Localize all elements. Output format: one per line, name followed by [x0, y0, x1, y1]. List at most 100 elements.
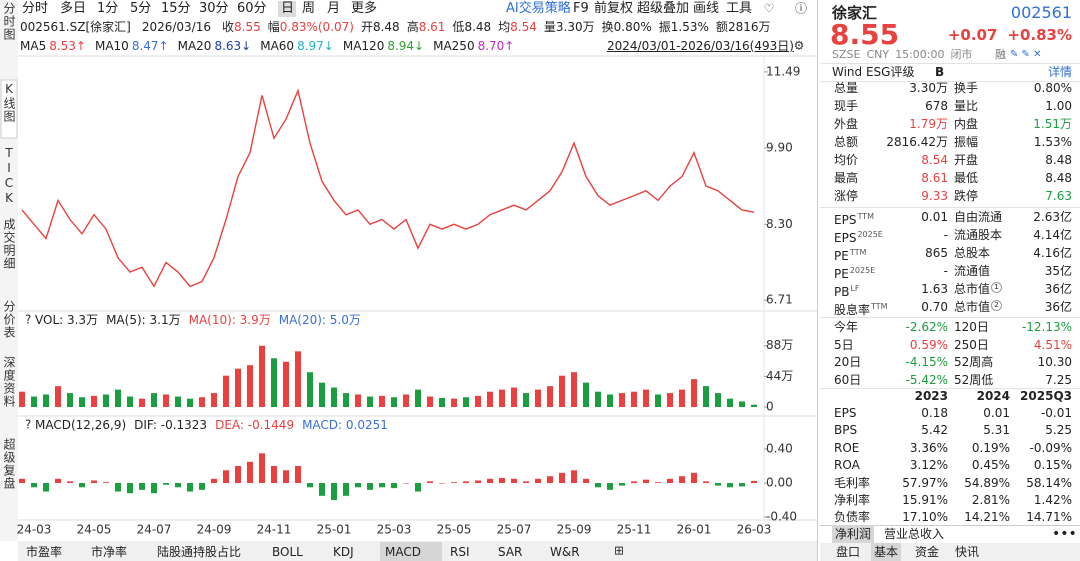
- tool-button[interactable]: 工具: [726, 1, 753, 16]
- field-label: 总市值 1: [954, 280, 1003, 298]
- period-button[interactable]: 1分: [97, 1, 119, 16]
- tool-button[interactable]: 画线: [693, 1, 720, 16]
- macd-bar: [235, 466, 241, 484]
- field-value: 2.63亿: [1033, 210, 1072, 224]
- macd-bar: [247, 461, 253, 484]
- indicator-tab[interactable]: RSI: [450, 545, 470, 559]
- tool-button[interactable]: AI交易策略: [506, 1, 571, 16]
- tool-button[interactable]: 超级叠加: [637, 1, 690, 16]
- field-value: -: [943, 264, 948, 278]
- pane-title: MACD(12,26,9): [35, 418, 127, 432]
- fin-value: 5.31: [983, 423, 1010, 438]
- macd-bar: [259, 453, 265, 484]
- tool-button[interactable]: F9: [573, 1, 589, 16]
- info-icon[interactable]: ⓘ: [795, 2, 807, 16]
- field-value: 8.48: [1045, 171, 1072, 185]
- esg-detail[interactable]: 详情: [1047, 65, 1072, 79]
- macd-bar: [499, 477, 505, 484]
- period-button[interactable]: 30分: [199, 1, 229, 16]
- market-time: 15:00:00: [895, 48, 945, 61]
- macd-bar: [295, 466, 301, 484]
- field-label: 自由流通: [954, 210, 1003, 224]
- pane-header: MACD(12,26,9) DIF: -0.1323 DEA: -0.1449 MAC…: [35, 416, 388, 434]
- quote-label: 收: [222, 20, 235, 34]
- date-range[interactable]: 2024/03/01-2026/03/16(493日): [607, 39, 794, 53]
- period-button[interactable]: 15分: [161, 1, 191, 16]
- period-return: 4.51%: [1033, 337, 1072, 352]
- side-tab[interactable]: K线图: [2, 82, 16, 123]
- panel-tab[interactable]: 基本: [871, 543, 902, 561]
- panel-tab[interactable]: 资金: [915, 545, 940, 559]
- volume-bar: [679, 389, 685, 407]
- period-label: 120日: [954, 320, 989, 334]
- indicator-tab[interactable]: 市盈率: [26, 545, 63, 559]
- macd-bar: [523, 481, 529, 484]
- side-tab[interactable]: 分价表: [2, 300, 16, 339]
- label-sup: TTM: [871, 302, 888, 311]
- macd-bar: [211, 478, 217, 484]
- period-button[interactable]: 多日: [60, 1, 87, 16]
- macd-bar: [391, 483, 397, 489]
- pane-indicator: MA(10): 3.9万: [188, 313, 271, 327]
- quote-label: 均: [498, 20, 511, 34]
- volume-bar: [523, 393, 529, 407]
- side-tab[interactable]: 深度资料: [2, 356, 16, 408]
- field-value: 865: [925, 246, 948, 260]
- panel-tab[interactable]: 盘口: [836, 545, 861, 559]
- field-label: 股息率TTM: [834, 302, 888, 317]
- indicator-tab[interactable]: KDJ: [333, 545, 354, 559]
- security-code: 002561.SZ[徐家汇]: [20, 20, 131, 34]
- period-button[interactable]: 分时: [22, 1, 49, 16]
- more-icon[interactable]: •••: [1052, 526, 1077, 542]
- tool-button[interactable]: 前复权: [594, 1, 634, 16]
- macd-bar: [19, 478, 25, 484]
- add-tab-icon[interactable]: ⊞: [614, 544, 624, 558]
- period-button[interactable]: 更多: [351, 1, 378, 16]
- favorite-icon[interactable]: ♡: [764, 2, 775, 16]
- period-button[interactable]: 60分: [237, 1, 267, 16]
- side-tab[interactable]: 成交明细: [2, 218, 16, 270]
- side-tab[interactable]: 分时图: [2, 2, 16, 41]
- change-pct: +0.83%: [1007, 26, 1072, 44]
- tool-icons[interactable]: ✎ ✎ ✕: [1010, 49, 1042, 60]
- indicator-tab[interactable]: 市净率: [91, 545, 128, 559]
- macd-bar: [583, 478, 589, 484]
- fin-value: 58.14%: [1026, 475, 1072, 490]
- indicator-tab[interactable]: SAR: [498, 545, 523, 559]
- volume-bar: [391, 397, 397, 407]
- indicator-tab[interactable]: BOLL: [272, 545, 303, 559]
- x-tick-label: 24-11: [257, 523, 292, 537]
- macd-bar: [283, 470, 289, 484]
- field-value: 8.54: [921, 153, 948, 167]
- x-tick-label: 25-11: [617, 523, 652, 537]
- quote-item: 幅0.83%(0.07): [268, 18, 354, 36]
- period-button[interactable]: 周: [302, 1, 316, 16]
- field-label: 总额: [834, 135, 859, 149]
- field-value: 8.48: [1045, 153, 1072, 167]
- side-tab[interactable]: 超级复盘: [2, 438, 16, 490]
- indicator-tab[interactable]: W&R: [550, 545, 580, 559]
- fin-tab[interactable]: 净利润: [832, 525, 875, 543]
- y-tick-label: -0.40: [766, 510, 797, 524]
- volume-bar: [439, 397, 445, 407]
- volume-bar: [631, 391, 637, 407]
- side-tab[interactable]: TICK: [2, 146, 16, 206]
- period-button[interactable]: 日: [281, 1, 295, 16]
- quote-item: 收8.55: [222, 18, 261, 36]
- label-sup: LF: [850, 284, 860, 293]
- indicator-tab[interactable]: 陆股通持股占比: [157, 545, 242, 559]
- fin-tab[interactable]: 营业总收入: [884, 527, 945, 541]
- fin-value: 2.81%: [971, 493, 1010, 507]
- macd-bar: [607, 483, 613, 490]
- fin-value: 14.21%: [964, 510, 1010, 525]
- macd-bar: [271, 466, 277, 484]
- period-button[interactable]: 月: [327, 1, 341, 16]
- settings-icon[interactable]: ⚙: [794, 39, 805, 53]
- panel-tab[interactable]: 快讯: [955, 545, 980, 559]
- field-value: 0.80%: [1033, 81, 1072, 95]
- macd-bar: [727, 483, 733, 488]
- macd-bar: [487, 478, 493, 484]
- period-button[interactable]: 5分: [130, 1, 152, 16]
- indicator-tab[interactable]: MACD: [385, 545, 421, 559]
- field-label: PE2025E: [834, 266, 876, 281]
